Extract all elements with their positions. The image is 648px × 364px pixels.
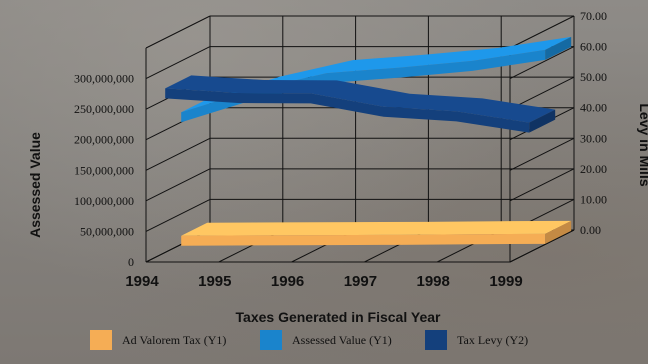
x-tick-label: 1998 [417, 273, 450, 290]
gridline-right-depth [509, 168, 575, 202]
ribbon-end-cap [545, 220, 572, 244]
axis-layer: 0 50,000,000 100,000,000 150,000,000 200,000… [27, 9, 648, 325]
legend-label: Tax Levy (Y2) [457, 333, 528, 347]
series-ad-valorem-tax-y1- [181, 220, 572, 246]
gridline-right-depth [509, 46, 575, 80]
y2-tick-label: 40.00 [580, 101, 607, 115]
y-tick-label: 300,000,000 [74, 72, 134, 86]
y2-tick-label: 30.00 [580, 131, 607, 145]
legend-swatch [425, 330, 447, 350]
gridline-right-depth [509, 137, 575, 171]
y2-tick-label: 70.00 [580, 9, 607, 23]
ribbon-top [165, 75, 556, 123]
y2-tick-label: 60.00 [580, 40, 607, 54]
x-tick-label: 1995 [198, 273, 231, 290]
gridline-left-depth [145, 137, 211, 171]
y-tick-label: 200,000,000 [74, 133, 134, 147]
y2-tick-label: 0.00 [580, 223, 601, 237]
ribbon-front [165, 88, 530, 133]
ribbon-top [181, 220, 572, 236]
x-tick-label: 1994 [125, 273, 159, 290]
y-tick-label: 0 [128, 255, 134, 269]
legend-swatch [260, 330, 282, 350]
gridline-floor-depth [509, 229, 575, 263]
ribbon-front [181, 49, 546, 123]
gridline-left-depth [145, 198, 211, 232]
y-tick-label: 250,000,000 [74, 102, 134, 116]
x-tick-label: 1999 [489, 273, 522, 290]
x-tick-label: 1996 [271, 273, 304, 290]
gridline-right-depth [509, 76, 575, 110]
ribbon-end-cap [545, 36, 572, 60]
x-axis-title: Taxes Generated in Fiscal Year [236, 309, 441, 325]
gridline-left-depth [145, 46, 211, 80]
gridline-left-depth [145, 15, 211, 49]
y2-tick-label: 10.00 [580, 192, 607, 206]
legend-swatch [90, 330, 112, 350]
ribbon-front [181, 233, 546, 246]
y2-tick-label: 50.00 [580, 70, 607, 84]
ribbon-top [181, 36, 572, 113]
gridline-right-depth [509, 15, 575, 49]
y2-tick-label: 20.00 [580, 162, 607, 176]
legend-label: Ad Valorem Tax (Y1) [122, 333, 226, 347]
series-layer [165, 36, 572, 246]
legend-label: Assessed Value (Y1) [292, 333, 392, 347]
y-tick-label: 100,000,000 [74, 194, 134, 208]
series-assessed-value-y1- [181, 36, 572, 123]
ribbon-end-cap [529, 109, 556, 133]
y-tick-label: 150,000,000 [74, 163, 134, 177]
series-tax-levy-y2- [165, 75, 556, 133]
y-axis-title: Assessed Value [27, 132, 43, 238]
legend: Ad Valorem Tax (Y1) Assessed Value (Y1) Ta… [90, 330, 528, 350]
y2-axis-title: Levy in Mills [637, 103, 648, 186]
x-tick-label: 1997 [344, 273, 377, 290]
y-tick-label: 50,000,000 [80, 224, 134, 238]
gridline-left-depth [145, 168, 211, 202]
